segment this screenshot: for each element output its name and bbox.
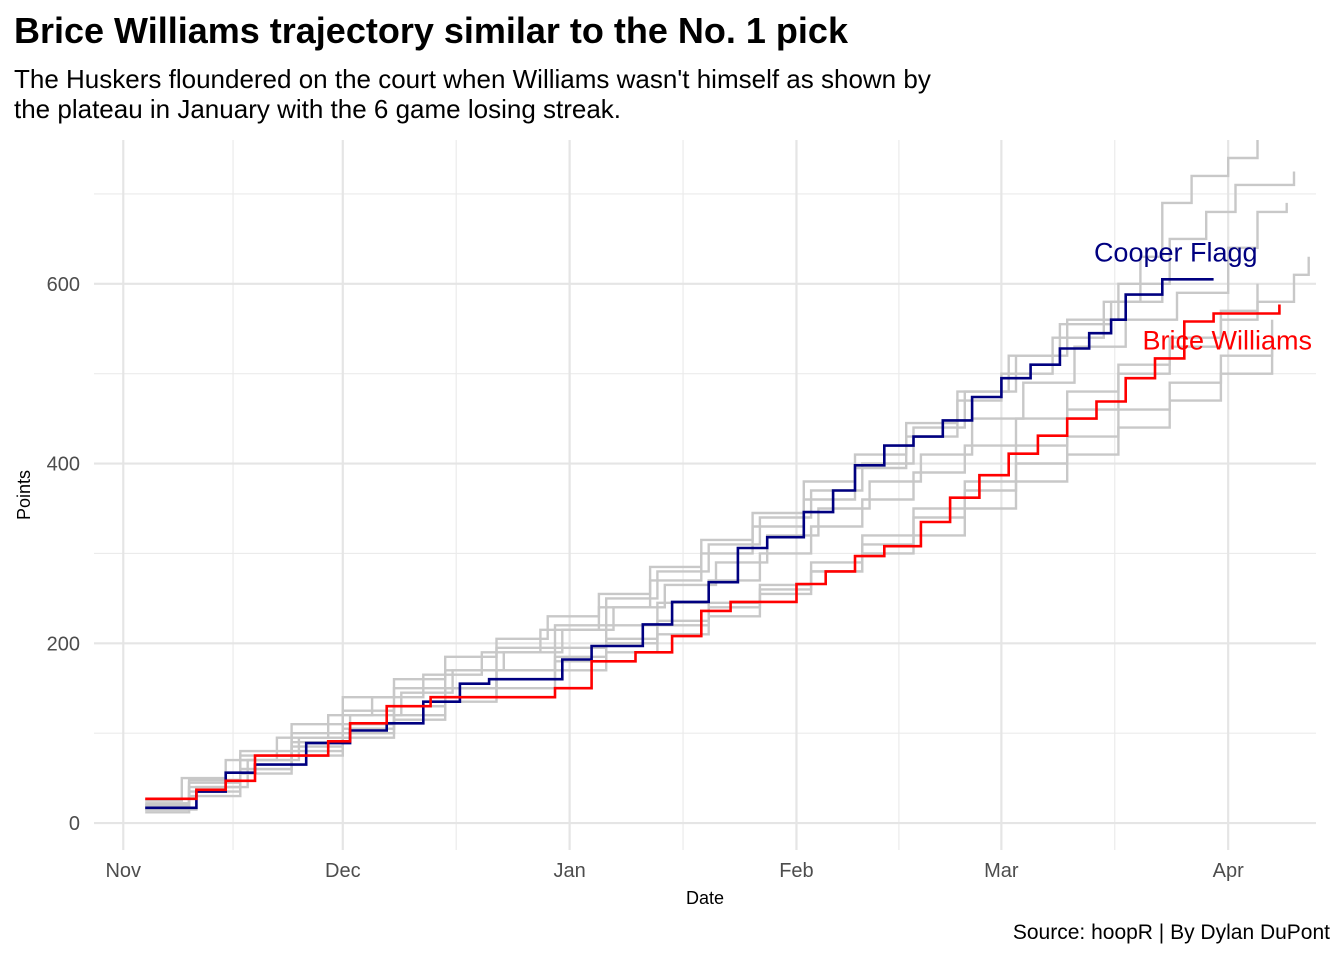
series-line-other-player [145,283,1164,805]
gridlines [94,140,1316,850]
series-line-cooper-flagg [145,278,1214,810]
annotation-cooper-flagg: Cooper Flagg [1094,237,1258,267]
series-annotations: Brice Williams Cooper Flagg [1094,237,1312,355]
x-tick-label: Feb [779,860,813,882]
x-tick-label: Dec [325,860,361,882]
y-tick-label: 200 [47,633,80,655]
series-line-brice-williams [145,304,1281,801]
y-tick-label: 0 [69,813,80,835]
annotation-brice-williams: Brice Williams [1142,325,1312,355]
subtitle-line-2: the plateau in January with the 6 game l… [14,94,622,124]
series-line-other-player [145,140,1259,802]
axes: 0 200 400 600 Nov Dec Jan Feb Mar Apr Date Points [14,274,1244,908]
series-line-other-player [145,346,1274,811]
series-line-other-player [145,202,1288,811]
chart-subtitle: The Huskers floundered on the court when… [14,64,1114,124]
x-axis-title: Date [686,888,724,908]
x-tick-label: Jan [554,860,586,882]
subtitle-line-1: The Huskers floundered on the court when… [14,64,931,94]
chart-caption: Source: hoopR | By Dylan DuPont [1012,921,1330,944]
x-tick-label: Mar [984,860,1019,882]
series-lines [145,140,1310,814]
y-tick-label: 400 [47,454,80,476]
x-tick-label: Nov [105,860,141,882]
x-tick-label: Apr [1213,860,1244,882]
y-axis-title: Points [14,470,34,520]
chart-title: Brice Williams trajectory similar to the… [14,10,848,51]
y-tick-label: 600 [47,274,80,296]
